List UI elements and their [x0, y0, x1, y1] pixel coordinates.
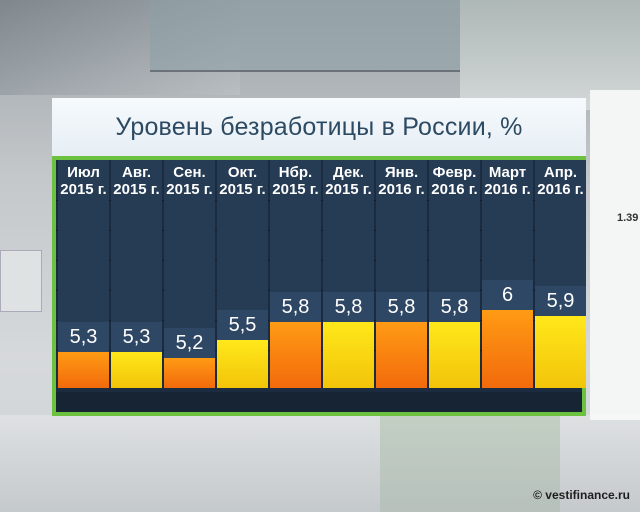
data-label-background	[323, 292, 374, 322]
background-screen	[0, 250, 42, 312]
chart-title: Уровень безработицы в России, %	[115, 113, 523, 141]
background-board-number: 1.39	[617, 212, 639, 224]
x-tick-label-month: Апр.	[543, 164, 578, 181]
x-tick-label: Июл 2015 г.	[58, 164, 109, 198]
category-column: Дек. 2015 г. 5,8	[323, 160, 374, 388]
x-tick-label-year: 2016 г.	[484, 181, 531, 198]
x-tick-label-month: Сен.	[173, 164, 206, 181]
x-tick-label-month: Нбр.	[278, 164, 313, 181]
bar	[270, 322, 321, 388]
x-tick-label: Нбр. 2015 г.	[270, 164, 321, 198]
x-tick-label: Февр. 2016 г.	[429, 164, 480, 198]
x-tick-label-year: 2015 г.	[325, 181, 372, 198]
x-tick-label-year: 2016 г.	[431, 181, 478, 198]
data-label-background	[376, 292, 427, 322]
data-label-background	[535, 286, 586, 316]
x-tick-label: Сен. 2015 г.	[164, 164, 215, 198]
bar	[535, 316, 586, 388]
chart-title-bar: Уровень безработицы в России, %	[52, 98, 586, 160]
x-tick-label: Янв. 2016 г.	[376, 164, 427, 198]
data-label: 5,5	[228, 314, 257, 336]
data-label-background	[270, 292, 321, 322]
chart-plot-area: Июл 2015 г. 5,3 Авг. 2015 г. 5,3 Сен. 2015 г. 5,…	[52, 160, 586, 416]
bar	[58, 352, 109, 388]
category-column: Июл 2015 г. 5,3	[58, 160, 109, 388]
x-tick-label-year: 2015 г.	[60, 181, 107, 198]
x-tick-label: Дек. 2015 г.	[323, 164, 374, 198]
category-column: Февр. 2016 г. 5,8	[429, 160, 480, 388]
bar	[217, 340, 268, 388]
data-label: 5,8	[334, 296, 363, 318]
bar	[164, 358, 215, 388]
category-column: Янв. 2016 г. 5,8	[376, 160, 427, 388]
category-column: Март 2016 г. 6	[482, 160, 533, 388]
x-tick-label-year: 2016 г.	[378, 181, 425, 198]
chart-panel: Уровень безработицы в России, % Июл 2015 …	[52, 98, 586, 416]
category-column: Апр. 2016 г. 5,9	[535, 160, 586, 388]
data-label: 5,8	[281, 296, 310, 318]
x-tick-label-month: Дек.	[333, 164, 364, 181]
x-tick-label-month: Окт.	[227, 164, 258, 181]
bar	[111, 352, 162, 388]
x-tick-label-month: Июл	[67, 164, 100, 181]
data-label-background	[429, 292, 480, 322]
data-label: 5,9	[546, 290, 575, 312]
data-label: 5,8	[440, 296, 469, 318]
bar	[429, 322, 480, 388]
source-credit: © vestifinance.ru	[533, 488, 630, 502]
x-tick-label: Март 2016 г.	[482, 164, 533, 198]
category-column: Сен. 2015 г. 5,2	[164, 160, 215, 388]
x-tick-label: Апр. 2016 г.	[535, 164, 586, 198]
x-tick-label-year: 2015 г.	[272, 181, 319, 198]
x-tick-label-year: 2016 г.	[537, 181, 584, 198]
data-label-background	[217, 310, 268, 340]
x-tick-label-month: Янв.	[384, 164, 419, 181]
bar	[376, 322, 427, 388]
data-label-background	[482, 280, 533, 310]
category-column: Нбр. 2015 г. 5,8	[270, 160, 321, 388]
data-label-background	[164, 328, 215, 358]
x-tick-label-year: 2015 г.	[219, 181, 266, 198]
data-label: 6	[501, 284, 514, 306]
x-tick-label-month: Авг.	[122, 164, 151, 181]
chart-footer-strip	[56, 392, 582, 412]
data-label-background	[111, 322, 162, 352]
x-tick-label-month: Март	[488, 164, 527, 181]
background-floor	[0, 415, 640, 512]
background-side-board	[590, 90, 640, 420]
x-tick-label-year: 2015 г.	[166, 181, 213, 198]
background-glass-panel	[150, 0, 470, 72]
data-label: 5,8	[387, 296, 416, 318]
x-tick-label: Авг. 2015 г.	[111, 164, 162, 198]
bar	[323, 322, 374, 388]
data-label: 5,3	[122, 326, 151, 348]
category-column: Авг. 2015 г. 5,3	[111, 160, 162, 388]
x-tick-label-year: 2015 г.	[113, 181, 160, 198]
category-column: Окт. 2015 г. 5,5	[217, 160, 268, 388]
data-label-background	[58, 322, 109, 352]
x-tick-label: Окт. 2015 г.	[217, 164, 268, 198]
data-label: 5,2	[175, 332, 204, 354]
bar	[482, 310, 533, 388]
x-tick-label-month: Февр.	[432, 164, 477, 181]
data-label: 5,3	[69, 326, 98, 348]
